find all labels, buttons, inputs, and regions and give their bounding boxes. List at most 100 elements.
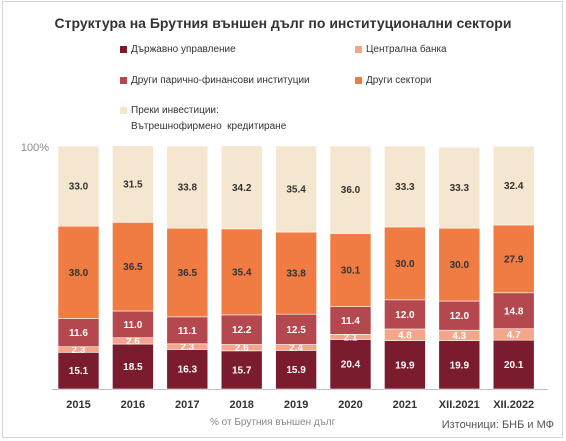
data-label-s3-2017: 36.5: [178, 268, 198, 279]
bar-segment-s4-2019: [275, 145, 317, 233]
bar-segment-s4-2021: [384, 145, 426, 228]
data-label-s2-2016: 11.0: [123, 320, 142, 331]
data-label-s0-2021: 19.9: [395, 360, 415, 371]
data-label-s4-2015: 33.0: [69, 182, 89, 193]
bar-segment-s4-2015: [57, 145, 100, 227]
data-label-s3-2016: 36.5: [123, 262, 143, 273]
data-label-s0-2016: 18.5: [123, 362, 143, 373]
data-label-s3-2021: 30.0: [395, 259, 415, 270]
bar-segment-s2-2019: [275, 313, 317, 345]
bar-segment-s0-2021: [384, 340, 426, 390]
data-label-s2-2018: 12.2: [232, 325, 252, 336]
data-label-s0-2017: 16.3: [178, 365, 198, 376]
data-label-s0-XII.2021: 19.9: [450, 360, 470, 371]
data-label-s0-2020: 20.4: [341, 360, 361, 371]
bar-segment-s2-2020: [329, 306, 372, 335]
x-tick-label-2017: 2017: [175, 399, 199, 411]
bar-segment-s0-2016: [112, 343, 154, 390]
bar-segment-s4-2018: [220, 145, 263, 230]
bar-segment-s2-2021: [384, 299, 426, 330]
bar-segment-s3-2016: [112, 222, 154, 312]
data-label-s4-2020: 36.0: [341, 185, 361, 196]
data-label-s4-2021: 33.3: [395, 182, 415, 193]
x-tick-label-XII.2022: XII.2022: [493, 399, 534, 411]
bar-segment-s0-2015: [57, 352, 100, 390]
legend-label-other-mfi: Други парично-финансови институции: [131, 75, 310, 86]
data-label-s1-2015: 2.3: [72, 345, 86, 356]
bar-segment-s0-XII.2021: [438, 340, 481, 390]
x-tick-label-2016: 2016: [121, 399, 145, 411]
bar-segment-s0-2019: [275, 350, 317, 390]
data-label-s2-XII.2021: 12.0: [450, 311, 470, 322]
bar-segment-s3-2018: [220, 228, 263, 316]
x-tick-label-2018: 2018: [229, 399, 253, 411]
data-label-s1-2017: 2.3: [180, 342, 194, 353]
data-label-s1-XII.2022: 4.7: [507, 330, 521, 341]
data-label-s2-XII.2022: 14.8: [504, 306, 524, 317]
data-label-s1-2019: 2.4: [289, 343, 303, 354]
bar-segment-s2-2018: [220, 314, 263, 345]
legend-label-other-sectors: Други сектори: [366, 75, 432, 86]
bar-segment-s4-2016: [112, 145, 154, 223]
data-label-s1-2021: 4.8: [398, 330, 412, 341]
data-label-s4-XII.2021: 33.3: [450, 183, 470, 194]
data-label-s3-2019: 33.8: [286, 269, 306, 280]
data-label-s2-2020: 11.4: [341, 316, 360, 327]
data-label-s2-2015: 11.6: [69, 328, 88, 339]
data-label-s3-2020: 30.1: [341, 266, 361, 277]
data-label-s4-XII.2022: 32.4: [504, 181, 524, 192]
legend-swatch-government: [120, 46, 127, 53]
legend-swatch-other-mfi: [120, 77, 127, 84]
data-label-s3-2018: 35.4: [232, 267, 252, 278]
bar-segment-s3-2020: [329, 233, 372, 307]
data-label-s0-2018: 15.7: [232, 365, 252, 376]
chart-title: Структура на Брутния външен дълг по инст…: [54, 15, 512, 31]
data-label-s4-2016: 31.5: [123, 180, 143, 191]
data-label-s3-XII.2021: 30.0: [450, 260, 470, 271]
bar-segment-s3-XII.2021: [438, 227, 481, 302]
data-label-s2-2019: 12.5: [286, 325, 306, 336]
bar-segment-s2-2016: [112, 310, 154, 339]
x-axis-label: % от Брутния външен дълг: [210, 417, 336, 428]
bar-segment-s0-XII.2022: [492, 339, 535, 390]
legend-swatch-central-bank: [355, 46, 362, 53]
legend-label-central-bank: Централна банка: [366, 44, 447, 55]
y-tick-label-100: 100%: [21, 142, 49, 154]
data-label-s4-2018: 34.2: [232, 183, 252, 194]
bar-segment-s4-2020: [329, 145, 372, 234]
x-tick-label-2019: 2019: [284, 399, 308, 411]
legend-swatch-other-sectors: [355, 77, 362, 84]
bar-segment-s4-XII.2022: [492, 145, 535, 226]
x-tick-label-XII.2021: XII.2021: [439, 399, 480, 411]
bar-segment-s0-2018: [220, 350, 263, 390]
x-tick-label-2021: 2021: [393, 399, 417, 411]
bar-segment-s4-XII.2021: [438, 146, 481, 229]
data-label-s3-2015: 38.0: [69, 268, 89, 279]
data-label-s2-2021: 12.0: [395, 310, 415, 321]
x-tick-label-2020: 2020: [338, 399, 362, 411]
data-label-s4-2017: 33.8: [178, 183, 198, 194]
bar-segment-s2-2017: [166, 316, 209, 345]
bar-segment-s4-2017: [166, 145, 209, 229]
x-tick-label-2015: 2015: [66, 399, 90, 411]
bar-segment-s2-2015: [57, 318, 100, 348]
data-label-s3-XII.2022: 27.9: [504, 254, 524, 265]
data-label-s0-2015: 15.1: [69, 366, 89, 377]
legend-label-government: Държавно управление: [131, 44, 236, 55]
bar-segment-s3-2017: [166, 227, 209, 318]
bar-segment-s3-2019: [275, 231, 317, 315]
bar-segment-s2-XII.2022: [492, 292, 535, 330]
data-label-s1-XII.2021: 4.3: [452, 331, 466, 342]
legend-label-direct-investment: Преки инвестиции: Вътрешнофирмено кредит…: [131, 105, 287, 132]
data-label-s0-XII.2022: 20.1: [504, 360, 524, 371]
data-label-s2-2017: 11.1: [178, 326, 197, 337]
data-label-s1-2016: 2.6: [126, 336, 140, 347]
data-label-s0-2019: 15.9: [286, 365, 306, 376]
data-label-s1-2018: 2.6: [235, 343, 249, 354]
bar-segment-s3-XII.2022: [492, 224, 535, 294]
source-note: Източници: БНБ и МФ: [441, 419, 554, 431]
legend-swatch-direct-investment: [120, 107, 127, 114]
data-label-s1-2020: 2.1: [344, 332, 358, 343]
bar-segment-s0-2020: [329, 339, 372, 390]
